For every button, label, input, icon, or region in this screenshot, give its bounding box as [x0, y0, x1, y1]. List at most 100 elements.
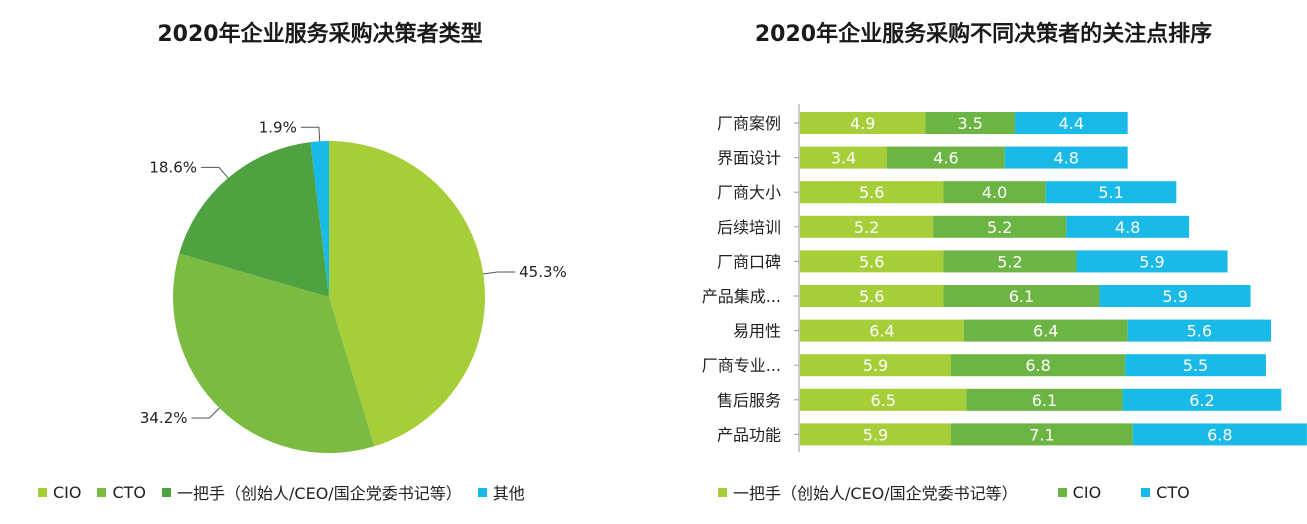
pie-slice-3: [310, 141, 329, 297]
bar-segment-8-0: [800, 388, 967, 411]
bar-value-label-5-0: 5.6: [859, 287, 884, 306]
bar-value-label-0-0: 4.9: [850, 114, 875, 133]
legend-swatch-boss: [162, 487, 172, 497]
legend-item-other: 其他: [477, 480, 525, 504]
pie-leader-2: [201, 166, 229, 179]
legend-swatch-cio: [38, 487, 47, 497]
pie-label-3: 1.9%: [259, 118, 297, 136]
bar-category-label-6: 易用性: [733, 322, 781, 341]
pie-slice-1: [172, 253, 375, 454]
bar-value-label-0-1: 3.5: [958, 114, 983, 133]
bar-legend-label-boss: 一把手（创始人/CEO/国企党委书记等）: [733, 484, 1018, 503]
legend-item-cio: CIO: [38, 483, 81, 502]
bar-segment-2-0: [800, 181, 944, 204]
bar-segment-8-2: [1122, 388, 1282, 411]
bar-segment-4-0: [800, 250, 944, 273]
pie-label-1: 34.2%: [140, 409, 188, 427]
bar-segment-5-0: [800, 285, 944, 307]
bar-value-label-4-2: 5.9: [1139, 252, 1164, 271]
legend-item-boss: 一把手（创始人/CEO/国企党委书记等）: [162, 480, 462, 504]
bar-segment-0-1: [925, 112, 1016, 134]
bar-value-label-3-0: 5.2: [854, 218, 879, 237]
legend-label-cto: CTO: [112, 482, 147, 502]
legend-label-cio: CIO: [53, 482, 82, 502]
bar-legend-item-boss: 一把手（创始人/CEO/国企党委书记等）: [718, 480, 1018, 504]
legend-item-cto: CTO: [97, 483, 146, 502]
pie-leader-1: [191, 407, 220, 419]
bar-segment-5-1: [943, 285, 1100, 307]
bar-segment-3-2: [1066, 215, 1190, 238]
bar-value-label-9-2: 6.8: [1207, 425, 1232, 444]
bar-segment-1-1: [887, 146, 1005, 169]
bar-segment-7-1: [951, 354, 1126, 377]
pie-legend: CIO CTO 一把手（创始人/CEO/国企党委书记等） 其他: [38, 480, 541, 504]
bar-legend: 一把手（创始人/CEO/国企党委书记等） CIO CTO: [718, 480, 1230, 504]
bar-segment-2-2: [1045, 181, 1177, 204]
bar-segment-6-0: [800, 319, 964, 342]
pie-slice-0: [329, 141, 486, 447]
bar-category-label-9: 产品功能: [717, 425, 781, 444]
pie-label-0: 45.3%: [519, 263, 567, 281]
bar-value-label-6-2: 5.6: [1187, 322, 1212, 341]
pie-label-2: 18.6%: [149, 158, 197, 176]
bar-segment-0-0: [800, 112, 926, 134]
bar-legend-swatch-cto: [1141, 487, 1151, 497]
bar-legend-label-cio: CIO: [1072, 482, 1102, 502]
bar-value-label-7-2: 5.5: [1183, 356, 1208, 375]
bar-category-label-4: 厂商口碑: [717, 252, 781, 271]
bar-value-label-6-0: 6.4: [869, 322, 894, 341]
bar-value-label-4-0: 5.6: [859, 252, 884, 271]
bar-category-label-3: 后续培训: [717, 218, 781, 237]
bar-segment-6-1: [963, 319, 1128, 342]
bar-segment-0-2: [1015, 112, 1128, 134]
bar-value-label-9-0: 5.9: [863, 425, 888, 444]
bar-segment-1-0: [800, 146, 888, 169]
bar-segment-5-2: [1099, 285, 1251, 307]
bar-value-label-2-2: 5.1: [1098, 183, 1123, 202]
legend-label-boss: 一把手（创始人/CEO/国企党委书记等）: [177, 484, 462, 503]
bar-legend-swatch-cio: [1057, 487, 1067, 497]
bar-segment-9-0: [800, 423, 952, 446]
bar-category-label-5: 产品集成...: [702, 287, 781, 306]
bar-segment-3-0: [800, 215, 934, 238]
bar-segment-8-1: [966, 388, 1123, 411]
bar-value-label-0-2: 4.4: [1059, 114, 1084, 133]
bar-category-label-7: 厂商专业...: [702, 356, 781, 375]
bar-segment-1-2: [1004, 146, 1128, 169]
legend-swatch-cto: [97, 487, 107, 497]
bar-category-label-2: 厂商大小: [717, 183, 781, 202]
bar-value-label-1-2: 4.8: [1054, 149, 1079, 168]
bar-segment-4-1: [943, 250, 1077, 273]
bar-segment-9-1: [951, 423, 1133, 446]
bar-value-label-9-1: 7.1: [1029, 425, 1054, 444]
bar-segment-7-2: [1125, 354, 1266, 377]
legend-label-other: 其他: [492, 484, 525, 503]
bar-legend-label-cto: CTO: [1156, 482, 1190, 502]
bar-category-label-0: 厂商案例: [717, 114, 781, 133]
bar-value-label-3-2: 4.8: [1115, 218, 1140, 237]
bar-chart-title: 2020年企业服务采购不同决策者的关注点排序: [754, 22, 1213, 47]
bar-segment-2-1: [943, 181, 1046, 204]
bar-value-label-8-1: 6.1: [1032, 391, 1057, 410]
bar-segment-6-2: [1127, 319, 1272, 342]
bar-value-label-1-1: 4.6: [933, 149, 958, 168]
bar-value-label-6-1: 6.4: [1033, 322, 1058, 341]
bar-value-label-3-1: 5.2: [987, 218, 1012, 237]
bar-category-label-1: 界面设计: [717, 149, 781, 168]
pie-slice-2: [179, 142, 329, 297]
bar-segment-4-2: [1076, 250, 1228, 273]
bar-value-label-7-0: 5.9: [863, 356, 888, 375]
bar-legend-item-cto: CTO: [1141, 483, 1190, 502]
bar-value-label-8-2: 6.2: [1189, 391, 1214, 410]
legend-swatch-other: [477, 487, 487, 497]
bar-segment-7-0: [800, 354, 952, 377]
bar-segment-3-1: [933, 215, 1067, 238]
bar-value-label-4-1: 5.2: [997, 252, 1022, 271]
bar-segment-9-2: [1132, 423, 1307, 446]
bar-value-label-8-0: 6.5: [870, 391, 895, 410]
pie-chart-title: 2020年企业服务采购决策者类型: [157, 22, 483, 47]
bar-value-label-7-1: 6.8: [1025, 356, 1050, 375]
bar-category-label-8: 售后服务: [717, 391, 781, 410]
pie-leader-0: [483, 271, 516, 275]
